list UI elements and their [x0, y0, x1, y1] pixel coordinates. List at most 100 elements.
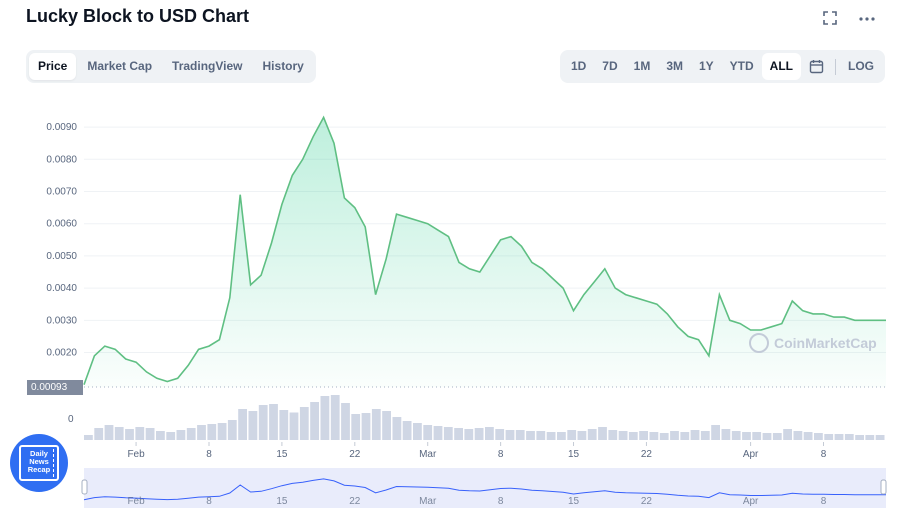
- volume-bar: [402, 421, 412, 440]
- volume-bar: [495, 429, 505, 440]
- range-divider: [835, 58, 836, 75]
- volume-bar: [330, 395, 340, 440]
- volume-bar: [186, 428, 196, 440]
- time-range-selector: 1D 7D 1M 3M 1Y YTD ALL LOG: [559, 50, 885, 83]
- volume-bar: [145, 428, 155, 440]
- volume-bar: [423, 425, 433, 440]
- volume-bar: [742, 432, 751, 440]
- volume-bar: [269, 404, 278, 440]
- navigator-tick-label: 8: [206, 496, 212, 507]
- y-tick-label: 0.0060: [46, 219, 77, 230]
- x-tick-label: Feb: [127, 449, 145, 460]
- tab-history[interactable]: History: [262, 59, 304, 73]
- range-3m[interactable]: 3M: [666, 59, 683, 73]
- y-tick-label: 0.0040: [46, 283, 77, 294]
- volume-bar: [855, 435, 864, 440]
- y-tick-label: 0.0020: [46, 348, 77, 359]
- x-tick-label: Apr: [743, 449, 759, 460]
- coinmarketcap-logo-icon: [749, 333, 769, 353]
- y-tick-label: 0.0090: [46, 122, 77, 133]
- navigator-tick-label: 8: [821, 496, 827, 507]
- navigator-right-handle[interactable]: [880, 479, 887, 495]
- volume-bar: [485, 427, 494, 440]
- volume-bar: [659, 433, 669, 440]
- volume-bar: [814, 433, 823, 440]
- chart-type-tabs: Price Market Cap TradingView History: [26, 50, 316, 83]
- volume-bar: [824, 434, 834, 440]
- y-tick-label: 0.0070: [46, 187, 77, 198]
- price-area: [84, 117, 886, 388]
- volume-bar: [341, 403, 350, 440]
- volume-bar: [289, 412, 299, 440]
- navigator-line: [83, 478, 886, 501]
- navigator-x-ticks: Feb 8 15 22 Mar 8 15 22 Apr 8: [127, 496, 826, 507]
- volume-bar: [135, 427, 145, 440]
- tab-price[interactable]: Price: [29, 53, 77, 80]
- volume-bar: [320, 396, 330, 440]
- x-tick-label: 22: [349, 449, 361, 460]
- volume-bar: [721, 429, 731, 440]
- navigator-tick-label: 8: [498, 496, 504, 507]
- volume-bar: [567, 430, 577, 440]
- volume-bar: [772, 433, 782, 440]
- x-tick-label: 8: [821, 449, 827, 460]
- more-icon[interactable]: [856, 10, 878, 32]
- volume-bar: [680, 432, 690, 440]
- volume-bar: [382, 411, 391, 440]
- volume-bars: [84, 395, 885, 440]
- fullscreen-icon[interactable]: [819, 10, 841, 32]
- more-icon-glyph: [859, 17, 875, 21]
- volume-bar: [526, 431, 535, 440]
- daily-news-recap-button[interactable]: Daily News Recap: [10, 434, 68, 492]
- navigator-tick-label: 22: [349, 496, 361, 507]
- navigator-tick-label: 22: [641, 496, 653, 507]
- volume-bar: [618, 431, 628, 440]
- range-ytd[interactable]: YTD: [729, 59, 754, 73]
- range-1d[interactable]: 1D: [570, 59, 587, 73]
- volume-bar: [844, 434, 854, 440]
- volume-bar: [587, 429, 597, 440]
- range-1y[interactable]: 1Y: [698, 59, 714, 73]
- volume-bar: [505, 430, 515, 440]
- range-1m[interactable]: 1M: [633, 59, 651, 73]
- volume-bar: [114, 427, 124, 440]
- navigator-tick-label: 15: [568, 496, 580, 507]
- fullscreen-icon-glyph: [823, 11, 837, 25]
- volume-bar: [536, 431, 546, 440]
- volume-bar: [731, 431, 741, 440]
- volume-axis-label: 0: [68, 414, 74, 425]
- volume-bar: [104, 425, 114, 440]
- watermark-text: CoinMarketCap: [774, 335, 877, 351]
- range-all[interactable]: ALL: [761, 53, 801, 80]
- x-tick-label: Mar: [419, 449, 437, 460]
- x-tick-label: 8: [206, 449, 212, 460]
- volume-bar: [258, 405, 268, 440]
- tab-tradingview[interactable]: TradingView: [172, 59, 243, 73]
- x-tick-label: 15: [276, 449, 288, 460]
- x-axis-ticks: Feb 8 15 22 Mar 8 15 22 Apr 8: [127, 442, 827, 460]
- volume-bar: [793, 431, 803, 440]
- range-7d[interactable]: 7D: [602, 59, 618, 73]
- volume-bar: [577, 431, 587, 440]
- volume-bar: [474, 428, 484, 440]
- navigator-left-handle[interactable]: [81, 479, 88, 495]
- min-price-badge: 0.00093: [27, 380, 83, 395]
- volume-bar: [248, 411, 258, 440]
- volume-bar: [176, 430, 186, 440]
- volume-bar: [413, 423, 422, 440]
- volume-bar: [166, 432, 176, 440]
- volume-bar: [351, 414, 361, 440]
- coinmarketcap-watermark: CoinMarketCap: [749, 333, 877, 353]
- navigator-area[interactable]: [84, 468, 886, 508]
- y-tick-label: 0.0030: [46, 315, 77, 326]
- x-tick-label: 8: [498, 449, 504, 460]
- calendar-button[interactable]: [801, 53, 831, 80]
- navigator-tick-label: 15: [276, 496, 288, 507]
- volume-bar: [875, 435, 885, 440]
- volume-bar: [649, 432, 659, 440]
- log-scale-toggle[interactable]: LOG: [848, 59, 874, 73]
- volume-bar: [762, 433, 772, 440]
- tab-market-cap[interactable]: Market Cap: [87, 59, 153, 73]
- navigator-tick-label: Mar: [419, 496, 437, 507]
